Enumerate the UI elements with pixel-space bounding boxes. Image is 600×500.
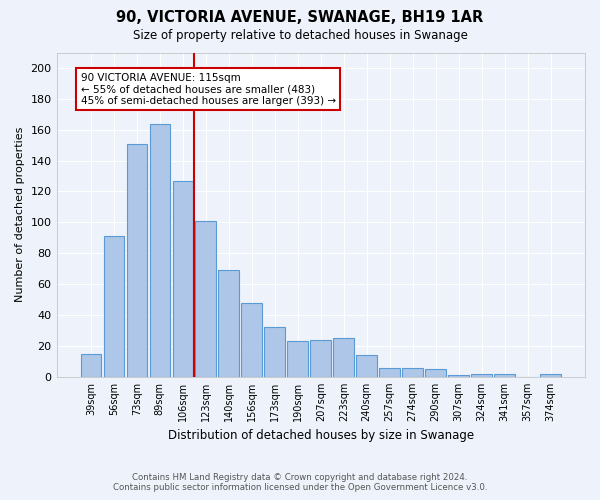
Bar xyxy=(173,180,193,377)
Bar xyxy=(80,354,101,377)
Bar xyxy=(403,368,423,377)
Y-axis label: Number of detached properties: Number of detached properties xyxy=(15,127,25,302)
Bar xyxy=(448,376,469,377)
Bar xyxy=(425,369,446,377)
Bar xyxy=(196,221,216,377)
Bar xyxy=(379,368,400,377)
Text: 90, VICTORIA AVENUE, SWANAGE, BH19 1AR: 90, VICTORIA AVENUE, SWANAGE, BH19 1AR xyxy=(116,10,484,25)
Bar xyxy=(287,342,308,377)
Text: 90 VICTORIA AVENUE: 115sqm
← 55% of detached houses are smaller (483)
45% of sem: 90 VICTORIA AVENUE: 115sqm ← 55% of deta… xyxy=(80,72,335,106)
Text: Contains HM Land Registry data © Crown copyright and database right 2024.
Contai: Contains HM Land Registry data © Crown c… xyxy=(113,473,487,492)
Bar xyxy=(310,340,331,377)
Bar xyxy=(472,374,492,377)
Bar xyxy=(127,144,147,377)
Bar xyxy=(104,236,124,377)
Bar xyxy=(334,338,354,377)
Bar xyxy=(265,328,285,377)
Bar xyxy=(494,374,515,377)
Bar xyxy=(356,355,377,377)
Text: Size of property relative to detached houses in Swanage: Size of property relative to detached ho… xyxy=(133,29,467,42)
Bar xyxy=(218,270,239,377)
Bar xyxy=(540,374,561,377)
Bar xyxy=(149,124,170,377)
X-axis label: Distribution of detached houses by size in Swanage: Distribution of detached houses by size … xyxy=(168,430,474,442)
Bar xyxy=(241,302,262,377)
